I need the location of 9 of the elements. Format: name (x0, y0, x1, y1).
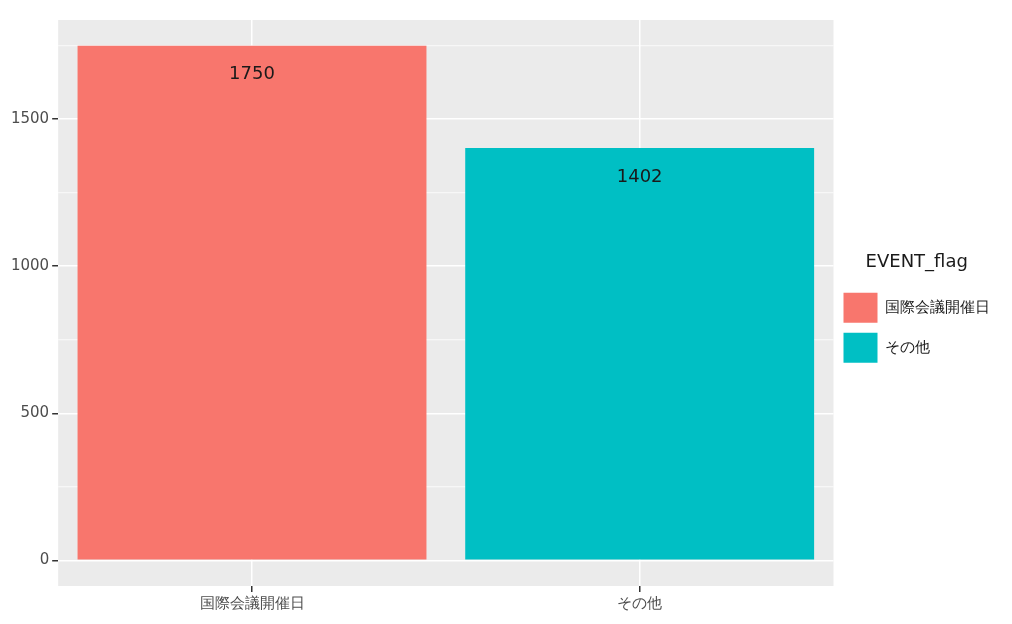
legend-title: EVENT_flag (865, 249, 968, 272)
legend-label: その他 (885, 337, 930, 356)
y-tick-label: 1500 (10, 109, 50, 128)
y-tick-label: 1000 (10, 256, 50, 275)
data-label: 1402 (616, 164, 663, 186)
legend-label: 国際会議開催日 (885, 297, 990, 316)
y-tick-label: 500 (20, 403, 50, 422)
y-tick-label: 0 (39, 550, 50, 569)
data-label: 1750 (229, 62, 275, 84)
